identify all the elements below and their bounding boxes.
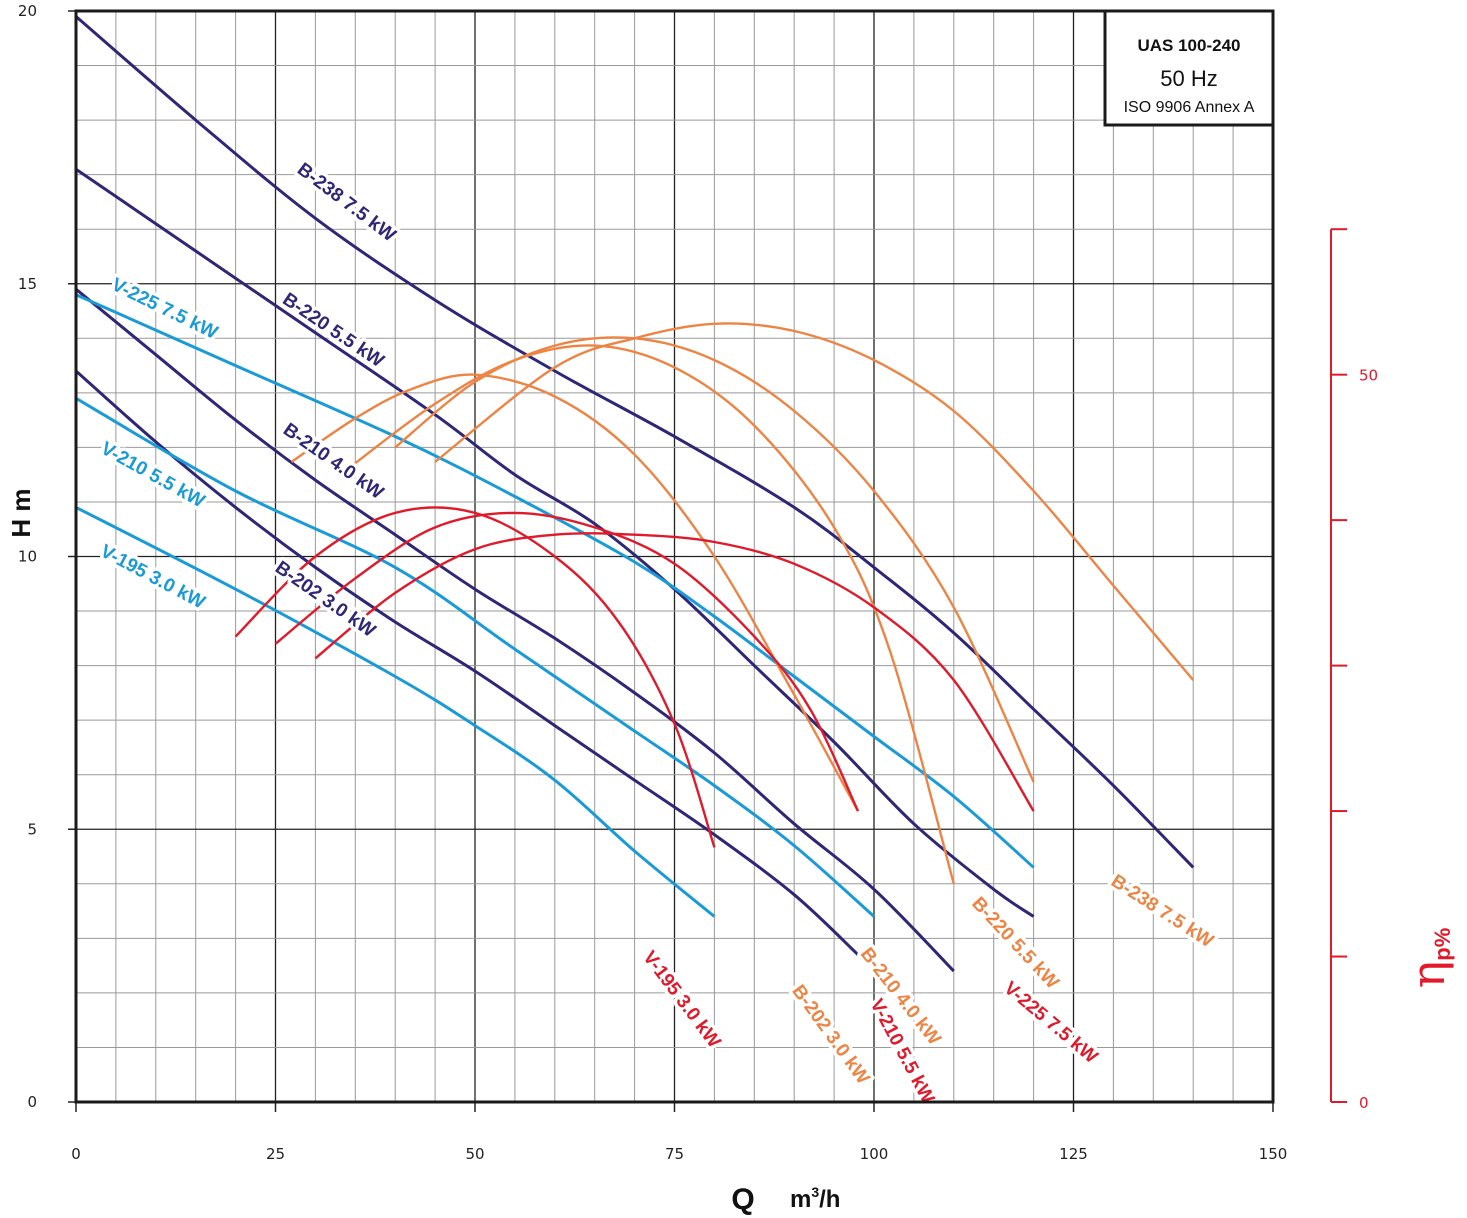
- plot-frame: [74, 9, 1275, 1104]
- y-tick-label: 20: [18, 2, 37, 20]
- x-axis-unit-sup: 3: [811, 1184, 819, 1200]
- curve-label: V-210 5.5 kW: [97, 438, 208, 512]
- efficiency-curve-line: [314, 532, 1035, 812]
- grid: [76, 11, 1273, 1102]
- curve-label: B-202 3.0 kW: [788, 981, 874, 1088]
- x-tick-label: 50: [465, 1145, 484, 1163]
- x-tick-label: 150: [1259, 1145, 1288, 1163]
- info-standard: ISO 9906 Annex A: [1124, 99, 1255, 116]
- curve-label: V-225 7.5 kW: [1000, 978, 1102, 1068]
- x-tick-label: 0: [71, 1145, 81, 1163]
- curve-label: B-238 7.5 kW: [293, 159, 399, 246]
- y2-axis-label-base: η: [1401, 961, 1455, 989]
- x-axis-symbol: Q: [731, 1183, 754, 1216]
- head-curve-line: [75, 15, 1195, 869]
- y-axis-label: H m: [6, 488, 36, 537]
- y2-axis-label-sub: p%: [1430, 928, 1455, 961]
- efficiency-curve-line: [346, 344, 955, 885]
- x-axis-unit: m3/h: [790, 1184, 840, 1213]
- y2-tick-label: 0: [1359, 1094, 1369, 1112]
- curve-label: B-220 5.5 kW: [279, 289, 388, 372]
- head-curve-line: [75, 293, 1035, 869]
- head-curve-line: [75, 397, 875, 918]
- x-tick-label: 25: [266, 1145, 285, 1163]
- head-curve-line: [75, 506, 716, 918]
- axis-ticks: 0 25 50 75 100 125 150 0 5 10 15 20 0 50: [18, 2, 1378, 1163]
- info-box-frame: [1103, 9, 1275, 127]
- curves: [75, 15, 1195, 973]
- x-tick-label: 100: [860, 1145, 889, 1163]
- curve-label: B-238 7.5 kW: [1107, 871, 1217, 952]
- y-tick-label: 5: [27, 820, 37, 838]
- curve-label: V-195 3.0 kW: [97, 541, 209, 614]
- info-box: UAS 100-240 50 Hz ISO 9906 Annex A: [1103, 9, 1275, 127]
- efficiency-curve-line: [290, 373, 860, 812]
- info-frequency: 50 Hz: [1160, 66, 1217, 91]
- efficiency-curve-line: [434, 322, 1195, 681]
- y-tick-label: 15: [18, 275, 37, 293]
- info-model: UAS 100-240: [1137, 36, 1240, 55]
- efficiency-curve-line: [234, 506, 716, 848]
- y2-tick-label: 50: [1359, 367, 1378, 385]
- curve-label: V-195 3.0 kW: [638, 947, 724, 1052]
- head-curve-line: [75, 369, 860, 956]
- efficiency-curve-line: [274, 511, 860, 812]
- x-tick-label: 125: [1059, 1145, 1088, 1163]
- curve-labels: B-238 7.5 kWB-220 5.5 kWB-210 4.0 kWB-20…: [93, 155, 1220, 1110]
- x-axis-unit-base: m: [790, 1186, 811, 1213]
- y2-axis-label: ηp%: [1401, 928, 1455, 989]
- x-axis-unit-rest: /h: [819, 1186, 840, 1213]
- y-tick-label: 10: [18, 548, 37, 566]
- head-curve-line: [75, 288, 955, 973]
- y-tick-label: 0: [27, 1093, 37, 1111]
- x-tick-label: 75: [665, 1145, 684, 1163]
